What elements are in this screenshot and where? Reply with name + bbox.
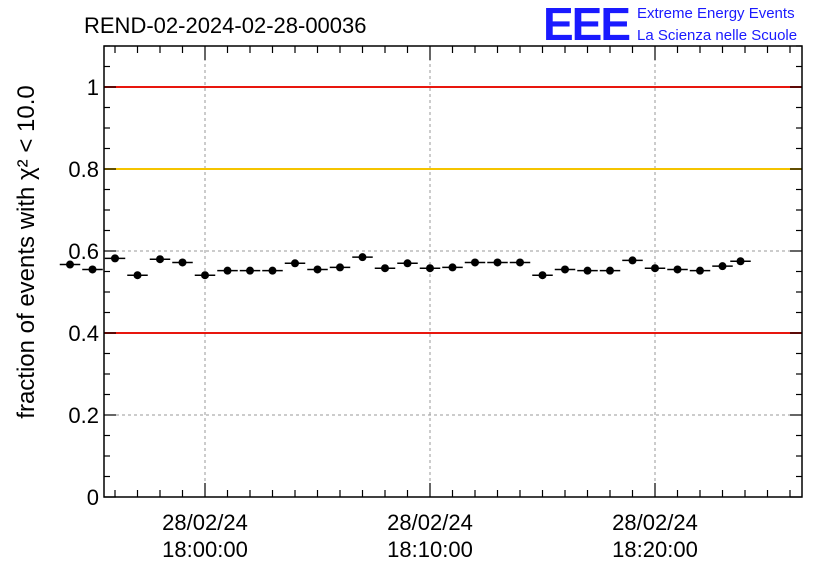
data-point: [358, 253, 367, 262]
data-point: [448, 263, 457, 272]
data-point: [736, 257, 745, 266]
x-tick-label-time: 18:20:00: [612, 537, 698, 562]
data-point: [493, 258, 502, 267]
data-point: [291, 259, 299, 268]
data-point: [88, 265, 97, 274]
data-point: [471, 258, 479, 267]
reference-lines: [104, 86, 802, 334]
data-point: [628, 256, 637, 265]
logo-line-1: Extreme Energy Events: [637, 5, 795, 22]
data-point: [583, 266, 592, 275]
y-tick-label: 0.2: [68, 403, 99, 428]
data-point: [111, 254, 119, 263]
x-tick-label-time: 18:10:00: [387, 537, 473, 562]
data-point: [313, 265, 322, 274]
x-tick-label-time: 18:00:00: [162, 537, 248, 562]
y-tick-label: 0: [87, 485, 99, 510]
y-axis-label: fraction of events with χ² < 10.0: [13, 85, 40, 418]
data-point: [268, 266, 277, 275]
x-axis: 28/02/2418:00:0028/02/2418:10:0028/02/24…: [114, 46, 791, 562]
data-point: [336, 263, 344, 272]
data-point: [403, 259, 412, 268]
logo-line-2: La Scienza nelle Scuole: [637, 27, 797, 44]
data-point: [516, 258, 524, 267]
data-point: [426, 264, 434, 273]
data-point: [696, 266, 704, 275]
data-point: [66, 260, 74, 269]
y-tick-label: 0.8: [68, 157, 99, 182]
data-point: [223, 266, 232, 275]
data-point: [606, 266, 614, 275]
data-point: [381, 264, 389, 273]
data-point: [673, 265, 682, 274]
logo-mark: EEE: [543, 0, 629, 50]
y-tick-label: 1: [87, 75, 99, 100]
data-points: [59, 253, 751, 280]
chart-title: REND-02-2024-02-28-00036: [84, 13, 367, 38]
y-axis: 0 0.2 0.4 0.6 0.8 1: [68, 45, 802, 510]
x-tick-label-date: 28/02/24: [612, 510, 698, 535]
eee-logo: EEE Extreme Energy Events La Scienza nel…: [543, 0, 797, 50]
y-tick-label: 0.6: [68, 239, 99, 264]
data-point: [178, 258, 187, 267]
data-point: [538, 271, 547, 280]
x-tick-label-date: 28/02/24: [162, 510, 248, 535]
data-point: [201, 271, 209, 280]
data-point: [246, 266, 254, 275]
data-point: [133, 271, 142, 280]
data-point: [718, 262, 727, 271]
data-point: [156, 255, 164, 264]
data-point: [561, 265, 569, 274]
y-tick-label: 0.4: [68, 321, 99, 346]
data-point: [651, 264, 659, 273]
x-tick-label-date: 28/02/24: [387, 510, 473, 535]
